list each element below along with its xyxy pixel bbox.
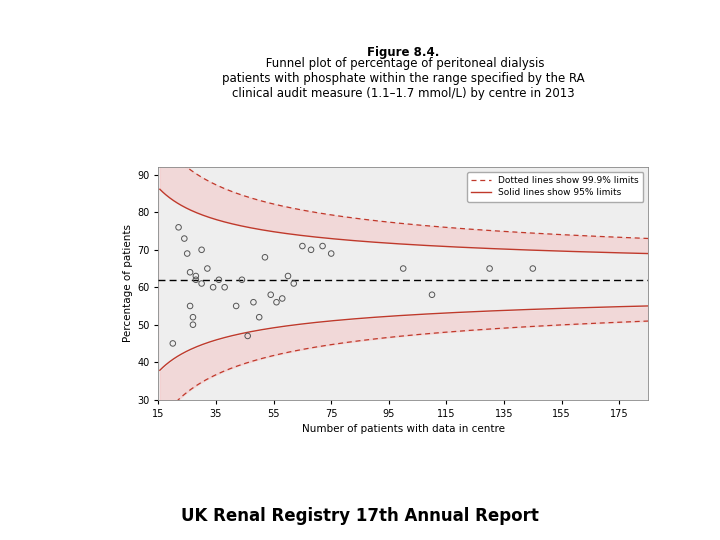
Point	[181, 249, 193, 258]
Point	[207, 283, 219, 292]
Text: Figure 8.4.: Figure 8.4.	[367, 46, 439, 59]
Point	[213, 275, 225, 284]
Point	[179, 234, 190, 243]
Point	[271, 298, 282, 307]
Point	[187, 313, 199, 321]
Point	[196, 246, 207, 254]
Legend: Dotted lines show 99.9% limits, Solid lines show 95% limits: Dotted lines show 99.9% limits, Solid li…	[467, 172, 644, 201]
Point	[248, 298, 259, 307]
Point	[219, 283, 230, 292]
Point	[173, 223, 184, 232]
Point	[276, 294, 288, 303]
Point	[187, 320, 199, 329]
Point	[236, 275, 248, 284]
Point	[184, 302, 196, 310]
Point	[242, 332, 253, 340]
Text: UK Renal Registry 17th Annual Report: UK Renal Registry 17th Annual Report	[181, 507, 539, 525]
Point	[297, 242, 308, 251]
Point	[325, 249, 337, 258]
Text: Funnel plot of percentage of peritoneal dialysis
patients with phosphate within : Funnel plot of percentage of peritoneal …	[222, 57, 585, 100]
Point	[317, 242, 328, 251]
Point	[265, 291, 276, 299]
Point	[230, 302, 242, 310]
Point	[484, 264, 495, 273]
Point	[202, 264, 213, 273]
Point	[184, 268, 196, 276]
Point	[426, 291, 438, 299]
Point	[282, 272, 294, 280]
Point	[397, 264, 409, 273]
Point	[190, 275, 202, 284]
Y-axis label: Percentage of patients: Percentage of patients	[123, 225, 132, 342]
Point	[253, 313, 265, 321]
Point	[305, 246, 317, 254]
X-axis label: Number of patients with data in centre: Number of patients with data in centre	[302, 424, 505, 434]
Point	[196, 279, 207, 288]
Point	[167, 339, 179, 348]
Point	[190, 272, 202, 280]
Point	[527, 264, 539, 273]
Point	[288, 279, 300, 288]
Point	[259, 253, 271, 261]
